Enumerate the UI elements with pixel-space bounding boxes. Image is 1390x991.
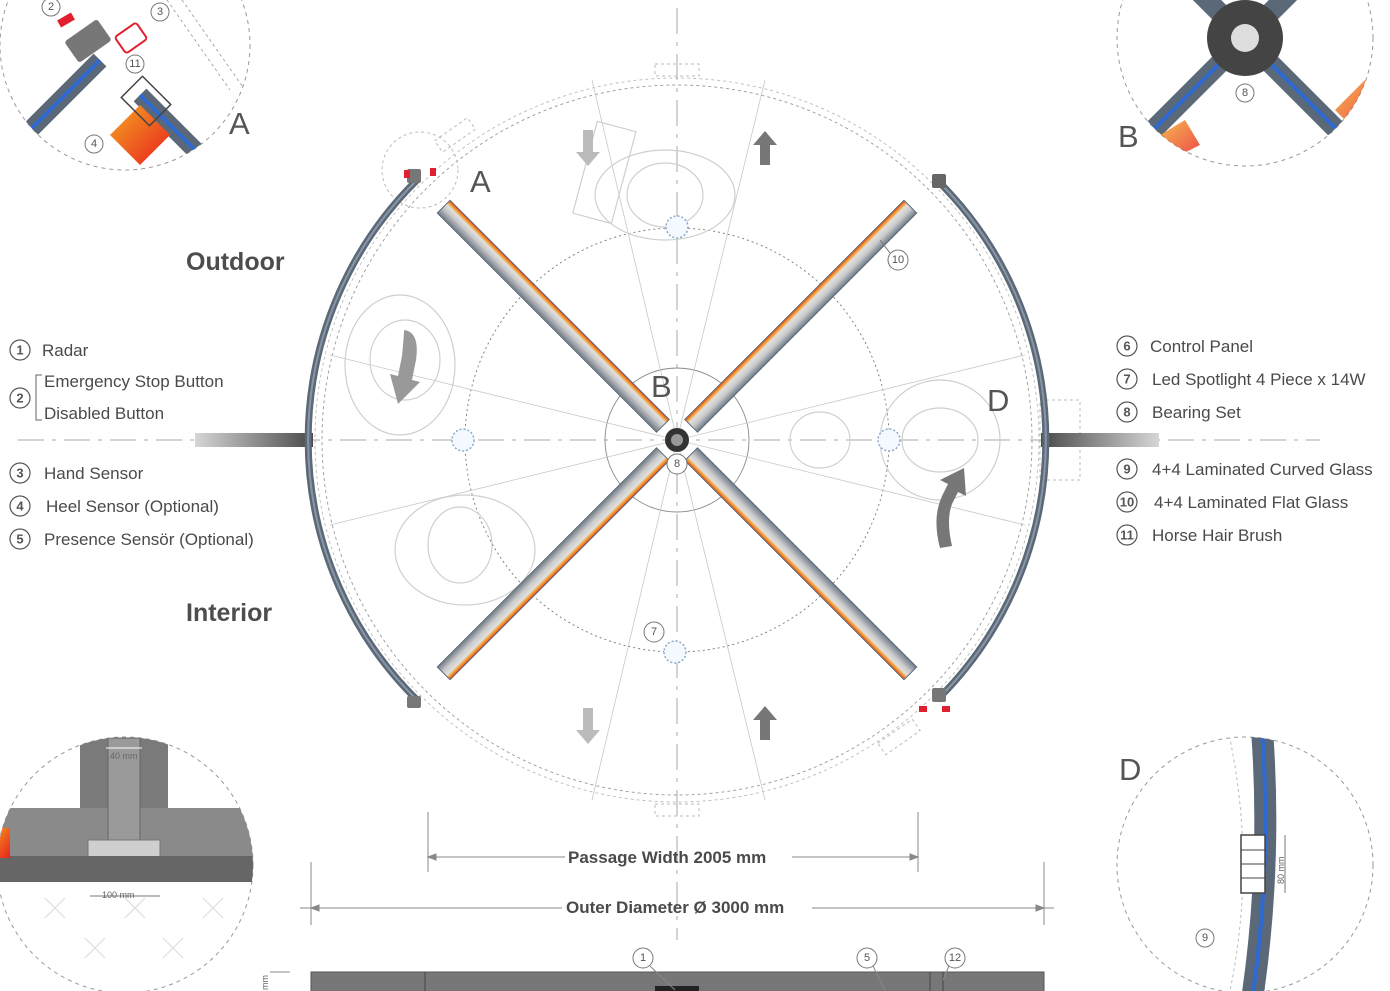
legend-item-7: 7 Led Spotlight 4 Piece x 14W (1116, 368, 1366, 390)
svg-text:11: 11 (129, 58, 140, 70)
svg-text:D: D (1119, 752, 1141, 787)
svg-text:11: 11 (1120, 528, 1134, 543)
svg-text:2: 2 (16, 391, 23, 406)
callout-10: 10 (879, 239, 909, 271)
legend-item-10: 10 4+4 Laminated Flat Glass (1116, 491, 1348, 513)
elevation-strip: mm (260, 971, 1045, 991)
svg-text:Bearing Set: Bearing Set (1152, 403, 1241, 422)
svg-text:10: 10 (1120, 495, 1134, 510)
led-spotlights (451, 215, 901, 664)
direction-arrows (390, 130, 966, 744)
svg-text:Hand Sensor: Hand Sensor (44, 464, 144, 483)
elevation-callout-5: 5 (856, 947, 886, 991)
svg-text:4: 4 (16, 499, 24, 514)
svg-text:B: B (1118, 119, 1139, 154)
svg-text:12: 12 (949, 952, 961, 964)
detail-marker-a: A (470, 164, 491, 199)
svg-text:3: 3 (157, 6, 163, 18)
svg-text:5: 5 (864, 952, 870, 964)
legend-item-3: 3 Hand Sensor (9, 462, 144, 484)
svg-text:Emergency Stop Button: Emergency Stop Button (44, 372, 224, 391)
detail-marker-d: D (987, 383, 1009, 418)
outer-diameter-dimension (300, 862, 1054, 925)
svg-text:mm: mm (260, 975, 270, 990)
legend-item-1: 1 Radar (9, 339, 89, 361)
legend-left: 1 Radar 2 Emergency Stop Button Disabled… (9, 339, 254, 550)
elevation-callout-1: 1 (632, 947, 676, 991)
legend-item-5: 5 Presence Sensör (Optional) (9, 528, 254, 550)
callout-8: 8 (666, 453, 688, 475)
svg-text:Led Spotlight 4 Piece x 14W: Led Spotlight 4 Piece x 14W (1152, 370, 1366, 389)
elevation-callout-12: 12 (942, 947, 966, 981)
svg-text:40 mm: 40 mm (110, 751, 138, 761)
svg-text:10: 10 (892, 254, 904, 266)
detail-section: 40 mm 100 mm (0, 736, 254, 991)
legend-item-9: 9 4+4 Laminated Curved Glass (1116, 458, 1373, 480)
outer-diameter-label: Outer Diameter Ø 3000 mm (566, 898, 784, 917)
detail-b: 8 B (1116, 0, 1374, 167)
left-side-rail (195, 433, 313, 447)
right-side-rail (1041, 433, 1159, 447)
svg-text:3: 3 (16, 466, 23, 481)
svg-text:8: 8 (1242, 87, 1248, 99)
legend-item-11: 11 Horse Hair Brush (1116, 524, 1282, 546)
radial-guides (329, 79, 1026, 801)
svg-text:1: 1 (640, 952, 646, 964)
door-wings (436, 199, 918, 681)
svg-text:A: A (229, 106, 250, 141)
svg-text:4+4 Laminated Flat Glass: 4+4 Laminated Flat Glass (1154, 493, 1348, 512)
svg-text:7: 7 (1123, 372, 1130, 387)
svg-text:Disabled Button: Disabled Button (44, 404, 164, 423)
svg-text:9: 9 (1123, 462, 1130, 477)
svg-text:2: 2 (48, 1, 54, 13)
svg-text:80 mm: 80 mm (1276, 856, 1286, 884)
legend-item-2: 2 Emergency Stop Button Disabled Button (9, 372, 224, 423)
svg-text:1: 1 (16, 343, 23, 358)
svg-text:Horse Hair Brush: Horse Hair Brush (1152, 526, 1282, 545)
curved-glass-walls (304, 177, 1050, 703)
wall-end-caps (404, 168, 950, 712)
central-hub (665, 428, 689, 452)
detail-d: 80 mm 9 D (1116, 736, 1374, 991)
svg-text:4+4 Laminated Curved Glass: 4+4 Laminated Curved Glass (1152, 460, 1373, 479)
detail-marker-b: B (651, 369, 672, 404)
svg-text:100 mm: 100 mm (102, 890, 135, 900)
svg-text:9: 9 (1202, 932, 1208, 944)
svg-text:Heel Sensor (Optional): Heel Sensor (Optional) (46, 497, 219, 516)
detail-a: 2 3 11 4 A (0, 0, 251, 171)
legend-item-8: 8 Bearing Set (1116, 401, 1241, 423)
svg-text:7: 7 (651, 626, 657, 638)
passage-width-dimension (426, 812, 920, 872)
zone-outdoor: Outdoor (186, 248, 285, 276)
svg-text:8: 8 (674, 458, 680, 470)
passage-width-label: Passage Width 2005 mm (568, 848, 766, 867)
svg-text:Control Panel: Control Panel (1150, 337, 1253, 356)
svg-text:Presence Sensör (Optional): Presence Sensör (Optional) (44, 530, 254, 549)
svg-text:5: 5 (16, 532, 23, 547)
callout-7: 7 (643, 621, 665, 643)
legend-right: 6 Control Panel 7 Led Spotlight 4 Piece … (1116, 335, 1373, 546)
person-outlines (344, 120, 1001, 606)
svg-text:8: 8 (1123, 405, 1130, 420)
legend-item-6: 6 Control Panel (1116, 335, 1253, 357)
svg-text:4: 4 (91, 138, 97, 150)
legend-item-4: 4 Heel Sensor (Optional) (9, 495, 219, 517)
svg-text:6: 6 (1123, 339, 1130, 354)
zone-interior: Interior (186, 599, 272, 627)
svg-text:Radar: Radar (42, 341, 89, 360)
